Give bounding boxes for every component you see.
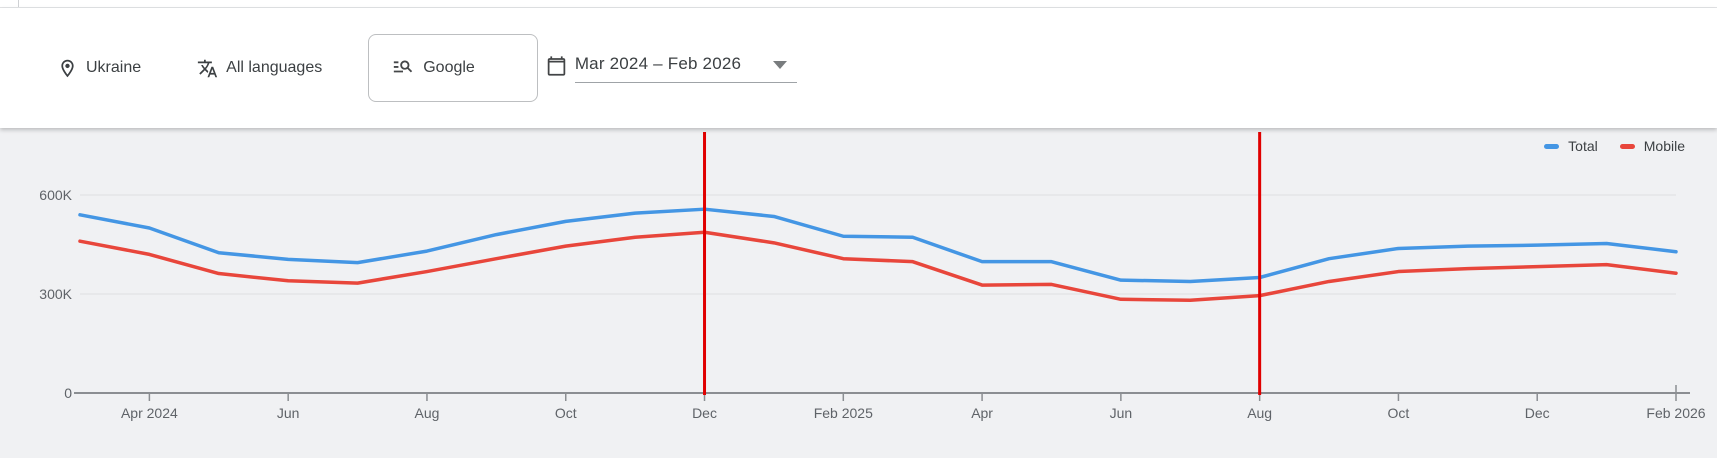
- chevron-down-icon[interactable]: [773, 60, 788, 69]
- location-pin-icon: [57, 58, 78, 79]
- language-filter[interactable]: All languages: [197, 58, 322, 79]
- date-range-underline: [574, 81, 798, 83]
- y-axis-tick-label: 0: [64, 385, 72, 401]
- top-strip: [0, 0, 1717, 8]
- location-filter-label: Ukraine: [86, 59, 142, 76]
- search-engine-selector[interactable]: Google: [368, 34, 538, 102]
- x-axis-tick-label: Apr: [971, 405, 993, 421]
- search-engine-label: Google: [423, 59, 475, 76]
- trend-chart-area: Total Mobile 0 300K 600K Apr 2024 Jun Aug Oct D…: [0, 128, 1717, 458]
- x-axis-tick-label: Dec: [1525, 405, 1550, 421]
- language-filter-label: All languages: [226, 59, 323, 76]
- x-axis-tick-label: Feb 2026: [1646, 405, 1705, 421]
- x-axis-tick-label: Oct: [555, 405, 577, 421]
- x-axis-tick-label: Feb 2025: [814, 405, 873, 421]
- x-axis-tick-label: Apr 2024: [121, 405, 178, 421]
- series-line-total: [78, 207, 1678, 284]
- calendar-icon: [546, 55, 567, 77]
- total-series-label: Total: [1568, 138, 1598, 154]
- y-axis-tick-label: 300K: [39, 286, 72, 302]
- chart-legend: Total Mobile: [1544, 138, 1685, 154]
- x-axis-tick-label: Oct: [1388, 405, 1410, 421]
- date-range-label: Mar 2024 – Feb 2026: [574, 53, 742, 73]
- x-axis-tick-label: Aug: [1247, 405, 1272, 421]
- date-range-picker[interactable]: Mar 2024 – Feb 2026: [546, 53, 798, 83]
- trend-line-chart[interactable]: 0 300K 600K Apr 2024 Jun Aug Oct Dec Feb 2025 Apr…: [0, 128, 1717, 458]
- series-line-mobile: [78, 230, 1678, 303]
- mobile-series-swatch: [1619, 143, 1635, 149]
- legend-item-total[interactable]: Total: [1544, 138, 1598, 154]
- y-axis-tick-label: 600K: [39, 187, 72, 203]
- translate-icon: [197, 58, 218, 79]
- total-series-swatch: [1544, 143, 1560, 149]
- filter-bar: Ukraine All languages Google Mar 2024 – …: [0, 8, 1717, 128]
- legend-item-mobile[interactable]: Mobile: [1619, 138, 1685, 154]
- top-strip-divider: [18, 0, 19, 7]
- location-filter[interactable]: Ukraine: [57, 58, 141, 79]
- x-axis-tick-label: Jun: [1110, 405, 1133, 421]
- mobile-series-label: Mobile: [1643, 138, 1685, 154]
- engine-search-icon: [392, 55, 414, 82]
- x-axis-tick-label: Jun: [277, 405, 300, 421]
- x-axis-tick-label: Aug: [414, 405, 439, 421]
- x-axis-tick-label: Dec: [692, 405, 717, 421]
